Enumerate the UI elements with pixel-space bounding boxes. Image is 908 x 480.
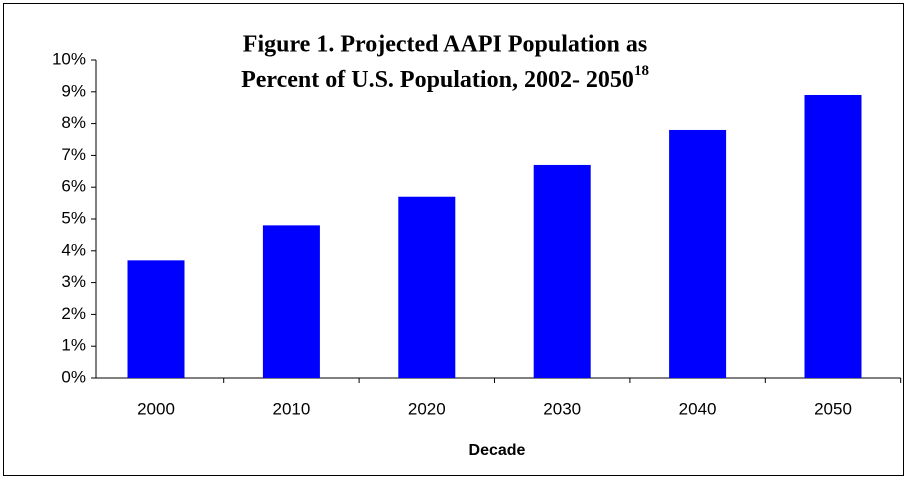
- y-tick-label: 0%: [61, 367, 86, 386]
- bar: [533, 164, 591, 378]
- y-tick-label: 6%: [61, 177, 86, 196]
- x-tick-label: 2020: [408, 399, 446, 418]
- y-tick-label: 10%: [52, 49, 86, 68]
- x-axis-label: Decade: [469, 442, 526, 459]
- bar: [262, 225, 320, 378]
- y-tick-label: 3%: [61, 272, 86, 291]
- title-superscript: 18: [634, 63, 649, 79]
- chart-title: Percent of U.S. Population, 2002- 2050: [241, 67, 634, 93]
- chart-title: Figure 1. Projected AAPI Population as: [243, 32, 647, 58]
- y-tick-label: 1%: [61, 336, 86, 355]
- chart-title: Percent of U.S. Population, 2002- 205018: [241, 63, 649, 92]
- x-tick-label: 2050: [814, 399, 852, 418]
- x-tick-label: 2030: [543, 399, 581, 418]
- x-tick-label: 2000: [137, 399, 175, 418]
- y-tick-label: 5%: [61, 208, 86, 227]
- y-tick-label: 7%: [61, 145, 86, 164]
- bar: [127, 260, 185, 378]
- y-tick-label: 9%: [61, 81, 86, 100]
- bar: [669, 129, 727, 378]
- x-tick-label: 2010: [272, 399, 310, 418]
- bar: [804, 94, 862, 378]
- y-tick-label: 4%: [61, 240, 86, 259]
- y-tick-label: 2%: [61, 304, 86, 323]
- y-tick-label: 8%: [61, 113, 86, 132]
- bar: [398, 196, 456, 378]
- x-tick-label: 2040: [679, 399, 717, 418]
